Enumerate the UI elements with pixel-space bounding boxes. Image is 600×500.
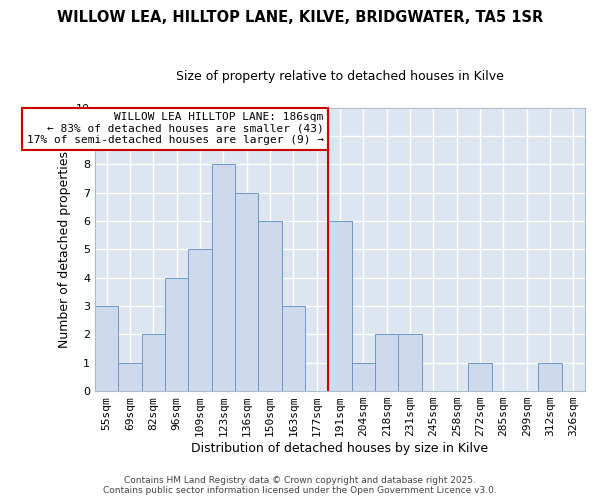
Bar <box>165 278 188 391</box>
Bar <box>259 221 281 391</box>
Bar <box>538 363 562 391</box>
Text: WILLOW LEA HILLTOP LANE: 186sqm
← 83% of detached houses are smaller (43)
17% of: WILLOW LEA HILLTOP LANE: 186sqm ← 83% of… <box>26 112 323 145</box>
Bar <box>328 221 352 391</box>
Bar <box>142 334 165 391</box>
Bar <box>398 334 422 391</box>
Title: Size of property relative to detached houses in Kilve: Size of property relative to detached ho… <box>176 70 504 83</box>
Bar <box>235 193 259 391</box>
Bar <box>281 306 305 391</box>
Bar <box>469 363 491 391</box>
Bar <box>375 334 398 391</box>
Text: WILLOW LEA, HILLTOP LANE, KILVE, BRIDGWATER, TA5 1SR: WILLOW LEA, HILLTOP LANE, KILVE, BRIDGWA… <box>57 10 543 25</box>
Bar <box>118 363 142 391</box>
Bar <box>95 306 118 391</box>
Bar <box>212 164 235 391</box>
Bar <box>188 250 212 391</box>
Y-axis label: Number of detached properties: Number of detached properties <box>58 151 71 348</box>
X-axis label: Distribution of detached houses by size in Kilve: Distribution of detached houses by size … <box>191 442 488 455</box>
Bar <box>352 363 375 391</box>
Text: Contains HM Land Registry data © Crown copyright and database right 2025.
Contai: Contains HM Land Registry data © Crown c… <box>103 476 497 495</box>
